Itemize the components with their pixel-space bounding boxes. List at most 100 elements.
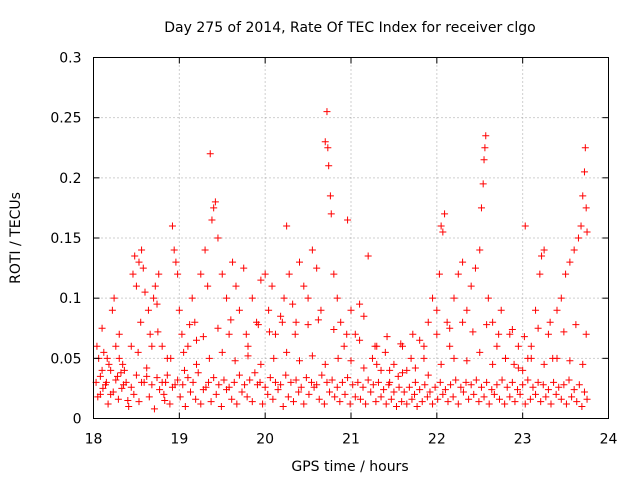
data-point	[534, 324, 542, 332]
data-point	[471, 264, 479, 272]
data-point	[360, 364, 368, 372]
data-point	[503, 383, 511, 391]
data-point	[344, 216, 352, 224]
data-point	[184, 342, 192, 350]
data-point	[153, 374, 161, 382]
data-point	[565, 376, 573, 384]
data-point	[264, 390, 272, 398]
data-point	[514, 364, 522, 372]
data-point	[457, 383, 465, 391]
data-point	[287, 378, 295, 386]
data-point	[330, 270, 338, 278]
data-point	[214, 324, 222, 332]
data-point	[292, 376, 300, 384]
data-point	[529, 383, 537, 391]
data-point	[188, 294, 196, 302]
data-point	[313, 381, 321, 389]
data-point	[302, 374, 310, 382]
data-point	[476, 246, 484, 254]
data-point	[351, 330, 359, 338]
data-point	[217, 402, 225, 410]
data-point	[526, 395, 534, 403]
data-point	[114, 395, 122, 403]
data-point	[416, 336, 424, 344]
data-point	[115, 330, 123, 338]
data-point	[265, 306, 273, 314]
data-point	[553, 354, 561, 362]
data-point	[397, 340, 405, 348]
data-point	[536, 270, 544, 278]
data-point	[261, 383, 269, 391]
y-tick-labels: 0 0.05 0.1 0.15 0.2 0.25 0.3	[50, 51, 81, 428]
data-point	[436, 378, 444, 386]
data-point	[495, 395, 503, 403]
data-point	[341, 390, 349, 398]
data-point	[413, 402, 421, 410]
data-point	[447, 381, 455, 389]
data-point	[289, 398, 297, 406]
data-point	[114, 372, 122, 380]
data-point	[383, 333, 391, 341]
data-point	[240, 264, 248, 272]
data-point	[238, 388, 246, 396]
data-point	[158, 378, 166, 386]
grid-lines	[93, 57, 609, 419]
x-tick-label: 21	[342, 432, 360, 448]
data-point	[557, 294, 565, 302]
data-point	[268, 282, 276, 290]
data-point	[197, 400, 205, 408]
data-point	[377, 393, 385, 401]
data-point	[400, 388, 408, 396]
data-point	[300, 400, 308, 408]
data-point	[277, 312, 285, 320]
data-point	[465, 395, 473, 403]
data-point	[382, 400, 390, 408]
x-tick-label: 23	[514, 432, 532, 448]
data-point	[283, 222, 291, 230]
data-point	[119, 360, 127, 368]
data-point	[449, 393, 457, 401]
data-point	[459, 318, 467, 326]
data-point	[441, 210, 449, 218]
data-point	[218, 270, 226, 278]
data-point	[506, 393, 514, 401]
data-point	[540, 360, 548, 368]
data-point	[510, 360, 518, 368]
data-point	[435, 270, 443, 278]
data-point	[423, 393, 431, 401]
data-point	[490, 390, 498, 398]
data-point	[481, 144, 489, 152]
data-point	[146, 330, 154, 338]
data-point	[495, 330, 503, 338]
data-point	[242, 330, 250, 338]
data-point	[360, 312, 368, 320]
data-point	[331, 393, 339, 401]
data-point	[259, 400, 267, 408]
data-point	[161, 396, 169, 404]
data-point	[521, 400, 529, 408]
data-point	[279, 402, 287, 410]
data-point	[546, 318, 554, 326]
data-point	[172, 258, 180, 266]
data-point	[472, 376, 480, 384]
data-point	[338, 378, 346, 386]
data-point	[514, 386, 522, 394]
data-point	[344, 374, 352, 382]
data-point	[134, 348, 142, 356]
data-point	[308, 352, 316, 360]
data-point	[127, 383, 135, 391]
data-point	[193, 360, 200, 368]
data-point	[308, 246, 316, 254]
data-point	[552, 390, 560, 398]
data-point	[537, 398, 545, 406]
data-point	[266, 374, 274, 382]
data-point	[313, 264, 321, 272]
data-point	[174, 376, 182, 384]
data-point	[254, 321, 262, 329]
data-point	[511, 398, 519, 406]
data-point	[304, 294, 312, 302]
data-point	[439, 228, 447, 236]
data-point	[572, 321, 580, 329]
data-point	[506, 330, 514, 338]
